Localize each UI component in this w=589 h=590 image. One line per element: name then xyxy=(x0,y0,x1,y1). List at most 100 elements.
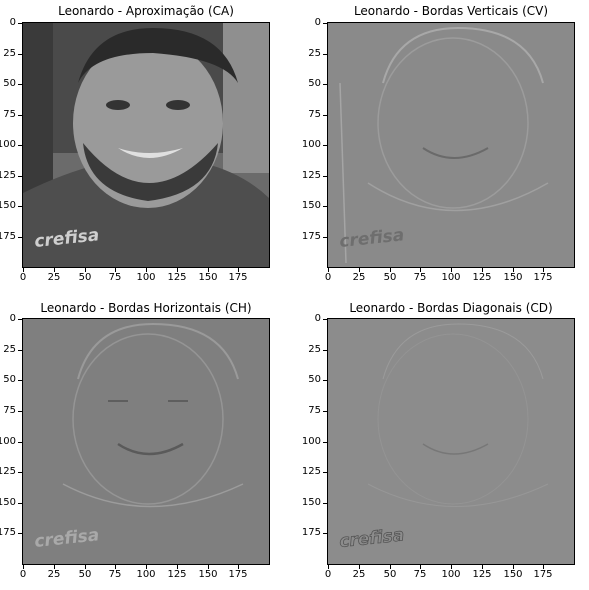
x-tick-mark xyxy=(23,565,24,569)
y-tick-label: 50 xyxy=(308,78,321,89)
x-tick-mark xyxy=(54,565,55,569)
y-tick-mark xyxy=(323,411,327,412)
y-tick-label: 125 xyxy=(0,466,16,477)
x-tick-mark xyxy=(85,565,86,569)
y-tick-label: 175 xyxy=(0,231,16,242)
x-tick-label: 0 xyxy=(19,272,27,283)
x-tick-mark xyxy=(513,268,514,272)
x-tick-label: 25 xyxy=(47,569,61,580)
y-tick-mark xyxy=(323,84,327,85)
x-tick-label: 0 xyxy=(19,569,27,580)
x-tick-mark xyxy=(359,268,360,272)
x-tick-label: 100 xyxy=(136,569,156,580)
y-tick-mark xyxy=(323,350,327,351)
y-tick-mark xyxy=(18,54,22,55)
x-tick-label: 100 xyxy=(441,569,461,580)
y-tick-label: 0 xyxy=(314,313,321,324)
x-tick-mark xyxy=(146,268,147,272)
x-tick-mark xyxy=(390,565,391,569)
x-tick-label: 150 xyxy=(503,569,523,580)
x-tick-label: 75 xyxy=(413,569,427,580)
x-tick-mark xyxy=(451,565,452,569)
x-tick-label: 125 xyxy=(167,569,187,580)
y-tick-label: 125 xyxy=(0,170,16,181)
x-tick-mark xyxy=(359,565,360,569)
x-tick-mark xyxy=(482,565,483,569)
y-tick-label: 25 xyxy=(3,344,16,355)
y-tick-mark xyxy=(18,380,22,381)
y-tick-label: 150 xyxy=(0,497,16,508)
y-tick-mark xyxy=(323,206,327,207)
y-tick-mark xyxy=(323,319,327,320)
x-tick-label: 175 xyxy=(533,569,553,580)
y-tick-mark xyxy=(323,176,327,177)
image-diagonal-edges: crefisa xyxy=(327,318,575,565)
x-tick-label: 175 xyxy=(533,272,553,283)
x-tick-mark xyxy=(328,268,329,272)
y-tick-label: 150 xyxy=(301,497,321,508)
x-tick-mark xyxy=(208,565,209,569)
y-tick-label: 25 xyxy=(308,344,321,355)
x-tick-mark xyxy=(420,565,421,569)
x-tick-label: 150 xyxy=(503,272,523,283)
image-approximation: crefisa xyxy=(22,22,270,268)
y-tick-label: 150 xyxy=(301,200,321,211)
x-tick-label: 50 xyxy=(383,569,397,580)
y-tick-mark xyxy=(18,533,22,534)
image-vertical-edges: crefisa xyxy=(327,22,575,268)
y-tick-mark xyxy=(323,145,327,146)
y-tick-mark xyxy=(323,115,327,116)
y-tick-mark xyxy=(18,350,22,351)
y-tick-label: 50 xyxy=(3,374,16,385)
image-horizontal-edges: crefisa xyxy=(22,318,270,565)
y-tick-mark xyxy=(18,23,22,24)
x-tick-label: 50 xyxy=(383,272,397,283)
x-tick-mark xyxy=(513,565,514,569)
y-tick-label: 25 xyxy=(308,48,321,59)
x-tick-mark xyxy=(54,268,55,272)
y-tick-mark xyxy=(18,237,22,238)
x-tick-label: 175 xyxy=(228,272,248,283)
y-tick-mark xyxy=(18,442,22,443)
panel-title: Leonardo - Bordas Verticais (CV) xyxy=(353,4,549,18)
x-tick-mark xyxy=(482,268,483,272)
x-tick-label: 150 xyxy=(198,272,218,283)
x-tick-label: 25 xyxy=(352,272,366,283)
panel-title: Leonardo - Bordas Horizontais (CH) xyxy=(40,301,252,315)
x-tick-mark xyxy=(238,268,239,272)
y-tick-label: 175 xyxy=(301,527,321,538)
x-tick-mark xyxy=(543,268,544,272)
x-tick-mark xyxy=(451,268,452,272)
x-tick-label: 150 xyxy=(198,569,218,580)
x-tick-label: 100 xyxy=(441,272,461,283)
y-tick-label: 0 xyxy=(9,313,16,324)
y-tick-mark xyxy=(323,533,327,534)
y-tick-mark xyxy=(18,472,22,473)
x-tick-label: 50 xyxy=(78,272,92,283)
y-tick-mark xyxy=(18,84,22,85)
y-tick-mark xyxy=(323,380,327,381)
y-tick-mark xyxy=(323,237,327,238)
x-tick-label: 125 xyxy=(472,569,492,580)
panel-title: Leonardo - Aproximação (CA) xyxy=(58,4,234,18)
y-tick-mark xyxy=(323,54,327,55)
y-tick-label: 50 xyxy=(3,78,16,89)
x-tick-label: 25 xyxy=(352,569,366,580)
y-tick-label: 175 xyxy=(301,231,321,242)
y-tick-label: 150 xyxy=(0,200,16,211)
x-tick-mark xyxy=(177,268,178,272)
x-tick-label: 75 xyxy=(108,272,122,283)
y-tick-label: 0 xyxy=(9,17,16,28)
y-tick-mark xyxy=(18,145,22,146)
x-tick-mark xyxy=(115,268,116,272)
x-tick-label: 75 xyxy=(108,569,122,580)
x-tick-mark xyxy=(390,268,391,272)
x-tick-label: 175 xyxy=(228,569,248,580)
y-tick-label: 0 xyxy=(314,17,321,28)
x-tick-mark xyxy=(23,268,24,272)
y-tick-label: 100 xyxy=(301,436,321,447)
y-tick-mark xyxy=(18,503,22,504)
x-tick-mark xyxy=(177,565,178,569)
y-tick-label: 50 xyxy=(308,374,321,385)
y-tick-label: 100 xyxy=(0,139,16,150)
